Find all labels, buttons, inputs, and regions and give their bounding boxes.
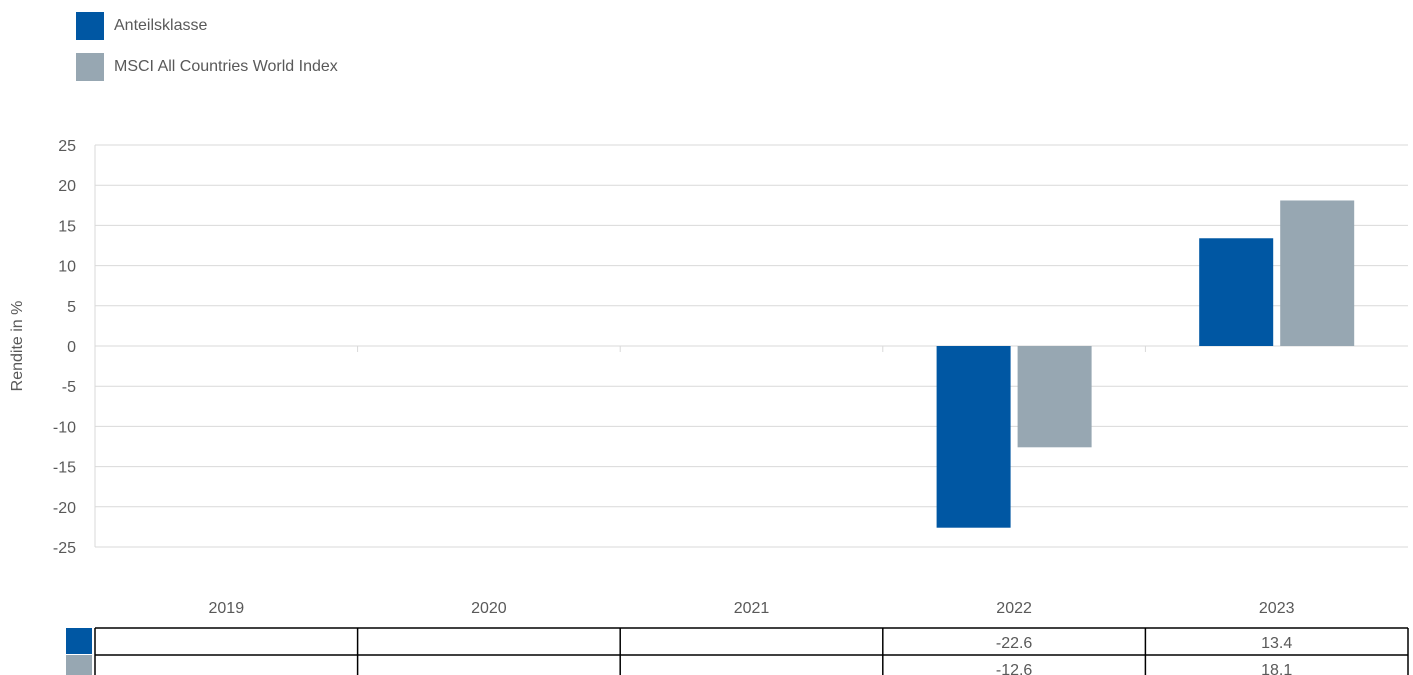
bar-anteilsklasse-2023 [1199,238,1274,346]
y-axis-label: Rendite in % [9,301,26,392]
table-value: -22.6 [996,635,1033,652]
x-axis-labels: 2019 2020 2021 2022 2023 [209,600,1295,617]
legend: Anteilsklasse MSCI All Countries World I… [76,12,338,94]
y-tick-label: -10 [53,419,76,436]
gridlines [94,144,1408,548]
x-tick-label: 2019 [209,600,245,617]
x-tick-label: 2021 [734,600,770,617]
table-swatch-anteilsklasse [66,628,92,654]
bar-anteilsklasse-2022 [936,346,1011,528]
x-tick-label: 2022 [996,600,1032,617]
table-value: 18.1 [1261,662,1292,675]
legend-swatch-msci [76,53,104,81]
x-tick-label: 2023 [1259,600,1295,617]
table-value: -12.6 [996,662,1033,675]
y-tick-label: 25 [58,138,76,155]
table-swatch-msci [66,655,92,675]
bar-msci-2022 [1017,346,1092,448]
legend-swatch-anteilsklasse [76,12,104,40]
y-tick-label: -5 [62,379,76,396]
y-tick-label: -15 [53,460,76,477]
y-tick-label: 15 [58,218,76,235]
y-tick-label: 20 [58,178,76,195]
legend-item-msci: MSCI All Countries World Index [76,53,338,81]
table-value: 13.4 [1261,635,1292,652]
bars [936,200,1355,528]
legend-label-anteilsklasse: Anteilsklasse [114,17,208,34]
legend-item-anteilsklasse: Anteilsklasse [76,12,338,40]
x-tick-label: 2020 [471,600,507,617]
y-tick-label: 0 [67,339,76,356]
y-tick-label: 10 [58,259,76,276]
bar-msci-2023 [1280,200,1355,346]
data-table: -22.6 13.4 -12.6 18.1 [66,627,1409,675]
y-tick-label: -20 [53,500,76,517]
y-axis-ticks: 25 20 15 10 5 0 -5 -10 -15 -20 -25 [53,138,76,557]
y-tick-label: 5 [67,299,76,316]
legend-label-msci: MSCI All Countries World Index [114,58,338,75]
y-tick-label: -25 [53,540,76,557]
